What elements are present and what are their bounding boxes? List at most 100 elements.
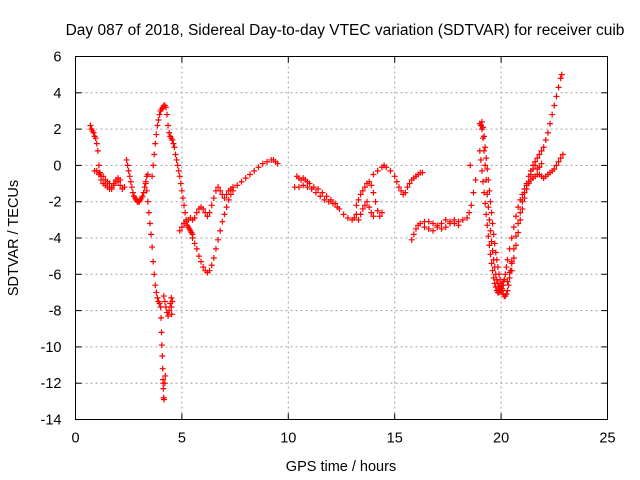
data-point — [94, 147, 101, 154]
data-point — [357, 211, 364, 218]
data-point — [160, 293, 167, 300]
data-point — [508, 258, 515, 265]
data-point — [242, 175, 249, 182]
data-point — [159, 352, 166, 359]
data-point — [419, 169, 426, 176]
data-point — [144, 171, 151, 178]
y-tick-label: -4 — [49, 231, 62, 247]
data-point — [476, 147, 483, 154]
data-point — [508, 235, 515, 241]
data-point — [395, 184, 402, 191]
x-axis-label: GPS time / hours — [286, 459, 396, 475]
y-tick-label: -10 — [41, 340, 62, 356]
data-point — [555, 158, 562, 165]
data-point — [467, 162, 474, 169]
data-point — [536, 151, 543, 158]
data-point — [490, 274, 497, 281]
tick-labels: 0 5 10 15 20 25 -14 -12 -10 -8 -6 -4 -2 0 2 4 6 — [41, 50, 616, 447]
data-point — [149, 244, 156, 251]
data-point — [353, 202, 360, 209]
data-point — [370, 171, 377, 178]
plot-frame — [75, 56, 608, 420]
data-point — [145, 209, 152, 216]
data-point — [534, 155, 541, 162]
data-point — [482, 200, 489, 207]
data-point — [519, 191, 526, 198]
data-point — [159, 365, 166, 372]
data-point — [527, 171, 534, 178]
data-point — [204, 213, 211, 220]
data-point — [547, 120, 554, 127]
data-point — [149, 173, 156, 180]
data-point — [470, 189, 477, 196]
data-point — [368, 182, 375, 189]
data-point — [208, 202, 215, 209]
data-point — [300, 182, 307, 189]
data-point — [421, 224, 428, 231]
data-point — [92, 135, 99, 142]
data-point — [175, 167, 182, 174]
x-tick-label: 0 — [71, 431, 79, 447]
data-point — [480, 124, 487, 131]
data-point — [93, 140, 100, 147]
data-point — [229, 187, 236, 194]
data-point — [259, 160, 266, 167]
data-point — [90, 129, 97, 136]
data-point — [225, 196, 232, 203]
data-point — [127, 178, 134, 185]
data-point — [425, 218, 432, 225]
y-tick-label: 6 — [53, 50, 61, 66]
data-point — [112, 178, 119, 185]
series-tail-near-4.3h — [160, 293, 176, 320]
data-point — [361, 184, 368, 191]
data-point — [544, 129, 551, 136]
x-tick-label: 20 — [493, 431, 509, 447]
series-pass-14h-to-16h — [370, 162, 426, 198]
data-point — [142, 180, 149, 187]
data-point — [402, 189, 409, 196]
data-point — [486, 242, 493, 249]
data-point — [182, 209, 189, 216]
data-point — [378, 209, 385, 216]
data-point — [490, 231, 497, 238]
data-point — [208, 262, 215, 269]
data-point — [95, 171, 102, 178]
data-point — [166, 307, 173, 314]
data-point — [481, 189, 488, 196]
data-point — [503, 264, 510, 271]
data-point — [374, 167, 381, 174]
data-point — [198, 258, 205, 265]
data-point — [442, 216, 449, 223]
data-point — [484, 222, 491, 229]
data-point — [357, 191, 364, 198]
data-point — [323, 193, 330, 200]
data-point — [124, 162, 131, 169]
data-point — [158, 314, 165, 321]
data-point — [121, 184, 128, 191]
data-point — [483, 155, 490, 162]
data-point — [151, 271, 158, 278]
data-point — [359, 187, 366, 194]
data-point — [370, 213, 377, 220]
y-tick-label: -2 — [49, 195, 62, 211]
data-point — [517, 209, 524, 216]
data-point — [553, 162, 560, 169]
series-drop-to-minus-13 — [142, 180, 169, 403]
data-point — [321, 196, 328, 203]
data-point — [497, 276, 504, 283]
data-point — [315, 185, 322, 192]
data-point — [438, 220, 445, 227]
data-point — [210, 254, 217, 261]
data-point — [483, 211, 490, 218]
data-point — [117, 176, 124, 183]
data-point — [221, 195, 228, 202]
data-point — [499, 287, 506, 294]
data-point — [510, 254, 517, 261]
data-point — [551, 166, 558, 173]
data-point — [172, 151, 179, 158]
data-point — [506, 274, 513, 281]
data-point — [484, 166, 491, 173]
data-point — [176, 227, 183, 234]
data-point — [468, 202, 475, 209]
data-point — [234, 182, 241, 189]
